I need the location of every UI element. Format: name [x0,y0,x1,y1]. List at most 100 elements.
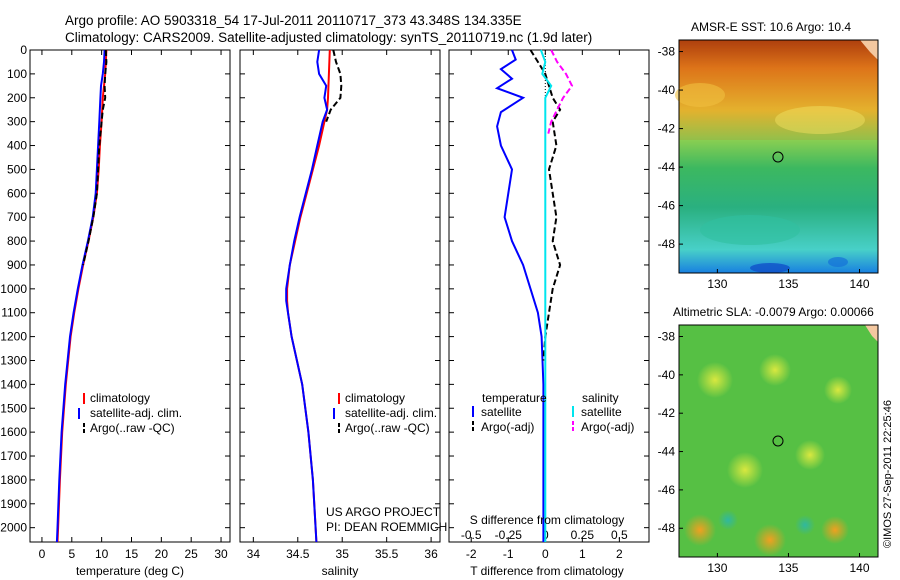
lon-tick-label: 130 [707,277,727,291]
lat-tick-label: -42 [658,406,676,420]
depth-tick-label: 1900 [0,497,27,511]
x-tick-label: 2 [616,547,623,561]
s-diff-tick-label: 0.5 [611,528,628,542]
difference-series [494,49,574,542]
temperature-axis-label: temperature (deg C) [76,564,184,578]
lat-tick-label: -40 [658,368,676,382]
lat-tick-label: -38 [658,45,676,59]
depth-tick-label: 500 [7,162,27,176]
series-line-salinity-satellite [539,49,553,542]
depth-tick-label: 1800 [0,473,27,487]
depth-tick-label: 2000 [0,521,27,535]
depth-tick-label: 1000 [0,282,27,296]
legend-climatology-label: climatology [90,391,150,405]
x-tick-label: 0 [542,547,549,561]
series-line-satellite-adj-clim- [55,49,106,543]
depth-tick-label: 1600 [0,425,27,439]
depth-tick-label: 600 [7,186,27,200]
depth-tick-label: 700 [7,210,27,224]
depth-tick-label: 300 [7,115,27,129]
depth-tick-label: 1300 [0,353,27,367]
lat-tick-label: -48 [658,237,676,251]
sst-map [675,39,879,274]
x-tick-label: 34.5 [286,547,310,561]
depth-tick-label: 900 [7,258,27,272]
series-line-satellite-adj-clim- [285,49,329,543]
x-tick-label: 10 [95,547,109,561]
difference-panel-frame [448,49,650,543]
depth-tick-label: 1200 [0,330,27,344]
depth-tick-label: 1500 [0,401,27,415]
salinity-panel-frame [239,49,441,543]
series-line-argo-raw-qc- [82,49,108,266]
lat-tick-label: -38 [658,330,676,344]
s-diff-tick-label: -0.5 [461,528,482,542]
depth-tick-label: 200 [7,91,27,105]
lat-tick-label: -48 [658,521,676,535]
lat-tick-label: -44 [658,445,676,459]
depth-axis-ticks: 0 100 200 300 400 500 600 700 800 900 1000 1100 1200… [0,43,649,535]
series-line-argo-raw-qc- [325,49,343,123]
sla-map [678,324,879,558]
difference-legend: temperature salinity satellite Argo(-adj… [472,391,634,434]
sst-map-ticks: 130 135 140 -38 -40 -42 -44 -46 -48 [658,45,870,291]
s-difference-axis-label: S difference from climatology [470,513,625,527]
legend-argo-label: Argo(..raw -QC) [90,421,175,435]
legend3-salinity-heading: salinity [582,391,619,405]
salinity-legend: climatology satellite-adj. clim. Argo(..… [333,391,437,435]
legend3-sal-argo-label: Argo(-adj) [581,420,634,434]
legend3-temp-argo-label: Argo(-adj) [481,420,534,434]
lat-tick-label: -40 [658,83,676,97]
series-line-temperature-satellite [494,49,545,542]
x-tick-label: -1 [503,547,514,561]
project-name: US ARGO PROJECT [326,505,441,519]
legend3-temperature-heading: temperature [482,391,547,405]
figure-title-line2: Climatology: CARS2009. Satellite-adjuste… [65,30,593,45]
depth-tick-label: 1700 [0,449,27,463]
s-difference-axis-ticks: -0.5 -0.25 0 0.25 0.5 [461,528,628,542]
x-tick-label: 35.5 [375,547,399,561]
lat-tick-label: -46 [658,483,676,497]
project-pi: PI: DEAN ROEMMICH [326,520,447,534]
x-tick-label: 15 [125,547,139,561]
sla-argo-location-marker [772,435,784,447]
temperature-legend: climatology satellite-adj. clim. Argo(..… [78,391,182,435]
depth-tick-label: 800 [7,234,27,248]
depth-tick-label: 1400 [0,377,27,391]
salinity-axis-label: salinity [322,564,359,578]
lat-tick-label: -46 [658,199,676,213]
lon-tick-label: 140 [850,561,870,575]
legend2-satellite-label: satellite-adj. clim. [345,406,437,420]
sla-map-title: Altimetric SLA: -0.0079 Argo: 0.00066 [673,305,874,319]
x-tick-label: 35 [336,547,350,561]
x-tick-label: -2 [466,547,477,561]
lon-tick-label: 135 [778,561,798,575]
legend-satellite-label: satellite-adj. clim. [90,406,182,420]
x-tick-label: 36 [424,547,438,561]
lon-tick-label: 135 [778,277,798,291]
depth-tick-label: 100 [7,67,27,81]
x-tick-label: 1 [579,547,586,561]
legend2-argo-label: Argo(..raw -QC) [345,421,430,435]
legend3-temp-satellite-label: satellite [481,405,522,419]
lat-tick-label: -42 [658,122,676,136]
figure-title-line1: Argo profile: AO 5903318_54 17-Jul-2011 … [65,13,522,28]
s-diff-tick-label: -0.25 [495,528,523,542]
x-tick-label: 34 [247,547,261,561]
x-tick-label: 5 [68,547,75,561]
s-diff-tick-label: 0.25 [571,528,595,542]
series-line-salinity-argo-adj- [547,49,574,134]
x-tick-label: 0 [39,547,46,561]
temperature-axis-ticks: 0 5 10 15 20 25 30 [39,50,228,561]
t-difference-axis-label: T difference from climatology [470,564,624,578]
x-tick-label: 20 [155,547,169,561]
sst-map-title: AMSR-E SST: 10.6 Argo: 10.4 [691,20,852,34]
lon-tick-label: 140 [850,277,870,291]
legend3-sal-satellite-label: satellite [581,405,622,419]
salinity-axis-ticks: 34 34.5 35 35.5 36 [247,50,438,561]
depth-tick-label: 1100 [1,306,27,320]
x-tick-label: 30 [214,547,228,561]
lat-tick-label: -44 [658,160,676,174]
salinity-series [285,49,343,543]
temperature-series [55,49,108,543]
